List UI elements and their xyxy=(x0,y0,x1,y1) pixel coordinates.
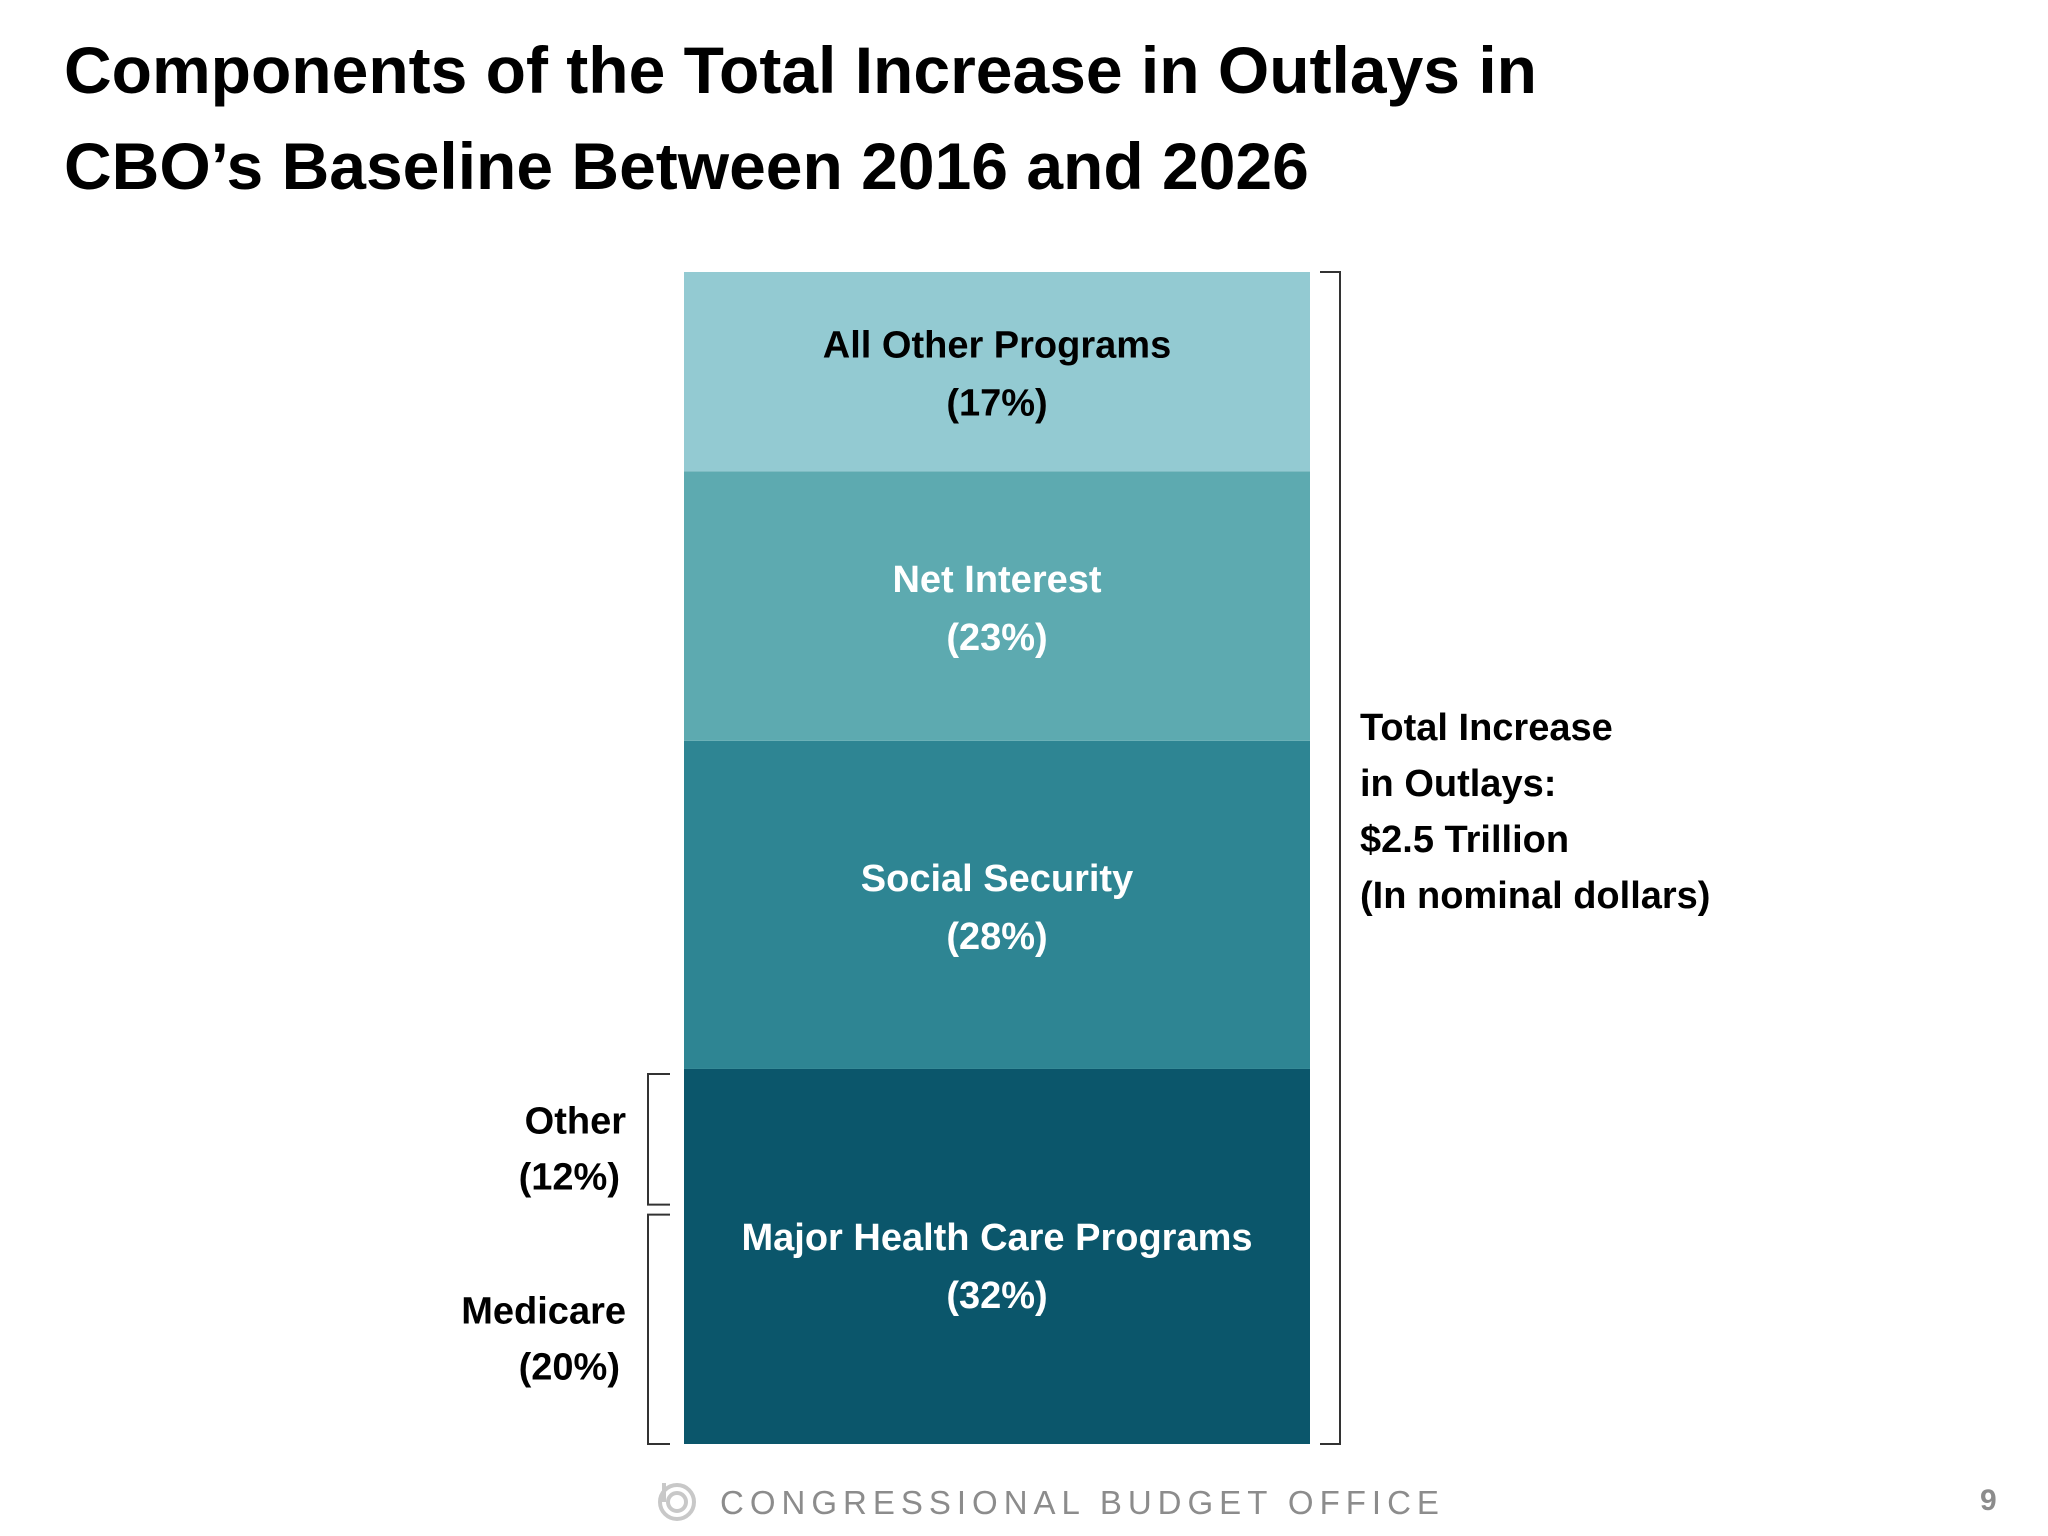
footer-organization: CONGRESSIONAL BUDGET OFFICE xyxy=(720,1484,1445,1521)
bar-segment-net-interest xyxy=(684,471,1310,741)
breakdown-label-other: Other xyxy=(525,1100,627,1142)
bar-segments xyxy=(684,272,1310,1444)
breakdown-value-medicare: (20%) xyxy=(519,1346,620,1388)
bar-segment-labels: Major Health Care Programs (32%) Social Se… xyxy=(741,325,1252,1317)
page-number: 9 xyxy=(1980,1484,1997,1517)
segment-label-net-interest: Net Interest xyxy=(892,559,1101,601)
page-title-line-1: Components of the Total Increase in Outl… xyxy=(64,33,1537,107)
footer: CONGRESSIONAL BUDGET OFFICE 9 xyxy=(0,1478,2048,1528)
segment-value-social-security: (28%) xyxy=(946,916,1047,958)
bar-segment-social-security xyxy=(684,740,1310,1069)
segment-value-all-other-programs: (17%) xyxy=(946,383,1047,425)
brackets xyxy=(647,271,1341,1445)
total-annotation-line-3: $2.5 Trillion xyxy=(1360,819,1570,861)
bracket-other xyxy=(647,1072,670,1206)
bar-segment-all-other-programs xyxy=(684,272,1310,472)
breakdown-value-other: (12%) xyxy=(519,1156,620,1198)
bracket-medicare xyxy=(647,1213,670,1445)
cbo-logo-icon xyxy=(658,1483,696,1521)
page-title: Components of the Total Increase in Outl… xyxy=(64,22,1764,214)
total-annotation-line-4: (In nominal dollars) xyxy=(1360,875,1711,917)
total-increase-annotation: Total Increase in Outlays: $2.5 Trillion… xyxy=(1360,700,1710,924)
segment-label-major-health-care-programs: Major Health Care Programs xyxy=(741,1217,1252,1259)
health-breakdown-labels: Medicare (20%) Other (12%) xyxy=(461,1100,626,1388)
segment-value-net-interest: (23%) xyxy=(946,617,1047,659)
segment-label-all-other-programs: All Other Programs xyxy=(823,325,1171,367)
segment-value-major-health-care-programs: (32%) xyxy=(946,1275,1047,1317)
segment-label-social-security: Social Security xyxy=(861,858,1133,900)
total-annotation-line-2: in Outlays: xyxy=(1360,763,1557,805)
total-bracket xyxy=(1320,271,1341,1445)
breakdown-label-medicare: Medicare xyxy=(461,1290,626,1332)
total-annotation-line-1: Total Increase xyxy=(1360,707,1613,749)
page-title-line-2: CBO’s Baseline Between 2016 and 2026 xyxy=(64,129,1309,203)
bar-segment-major-health-care-programs xyxy=(684,1068,1310,1444)
